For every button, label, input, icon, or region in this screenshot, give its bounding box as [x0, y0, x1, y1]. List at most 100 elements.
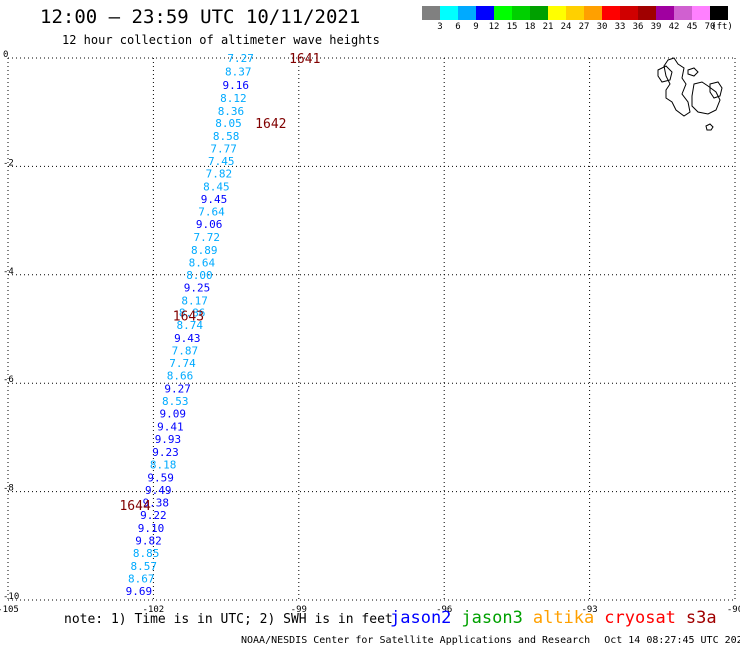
color-swatch [422, 6, 440, 20]
wave-height-label: 9.93 [155, 433, 182, 446]
satellite-legend: jason2 jason3 altika cryosat s3a [390, 608, 727, 628]
y-tick-label: 0 [3, 50, 8, 60]
color-swatch [458, 6, 476, 20]
color-swatch [692, 6, 710, 20]
pass-id-label: 1641 [289, 52, 320, 67]
wave-height-label: 9.25 [184, 281, 211, 294]
wave-height-label: 9.10 [138, 522, 165, 535]
color-swatch [602, 6, 620, 20]
galapagos-coastline [657, 57, 723, 131]
color-scale-tick: 30 [596, 22, 608, 32]
color-swatch [512, 6, 530, 20]
wave-height-label: 9.27 [164, 383, 191, 396]
y-tick-label: -2 [3, 158, 14, 168]
generated-timestamp: Oct 14 08:27:45 UTC 2021 [604, 635, 740, 646]
color-swatch [584, 6, 602, 20]
wave-height-label: 9.49 [145, 484, 172, 497]
color-swatch [674, 6, 692, 20]
wave-height-label: 8.58 [213, 130, 240, 143]
island-outline [657, 65, 673, 83]
wave-height-label: 7.74 [169, 357, 196, 370]
wave-height-label: 9.09 [160, 408, 187, 421]
wave-height-label: 8.05 [215, 117, 242, 130]
wave-height-label: 8.67 [128, 572, 155, 585]
color-scale-tick: 70 [704, 22, 716, 32]
wave-height-label: 9.23 [152, 446, 179, 459]
wave-height-label: 8.12 [220, 92, 247, 105]
map-subtitle: 12 hour collection of altimeter wave hei… [62, 33, 380, 47]
wave-height-label: 7.82 [206, 167, 233, 180]
wave-height-label: 8.37 [225, 66, 252, 79]
wave-height-label: 8.53 [162, 395, 189, 408]
color-swatch [440, 6, 458, 20]
wave-height-label: 9.45 [201, 193, 228, 206]
wave-height-label: 8.00 [186, 269, 213, 282]
wave-height-label: 9.41 [157, 421, 184, 434]
wave-height-label: 8.89 [191, 244, 218, 257]
wave-height-label: 9.16 [223, 79, 250, 92]
wave-height-label: 8.85 [133, 547, 160, 560]
island-outline [709, 81, 723, 99]
y-tick-label: -8 [3, 484, 14, 494]
credit-text: NOAA/NESDIS Center for Satellite Applica… [241, 635, 591, 646]
x-tick-label: -90 [727, 605, 740, 615]
wave-height-label: 8.18 [150, 459, 177, 472]
color-scale-unit: (ft) [711, 22, 733, 32]
color-scale-tick: 12 [488, 22, 500, 32]
color-scale-tick: 42 [668, 22, 680, 32]
color-scale-tick: 15 [506, 22, 518, 32]
wave-height-label: 9.38 [143, 496, 170, 509]
wave-height-label: 9.06 [196, 218, 223, 231]
x-tick-label: -93 [581, 605, 597, 615]
satellite-legend-item: cryosat [604, 608, 676, 628]
wave-height-label: 7.64 [198, 205, 225, 218]
color-swatch [494, 6, 512, 20]
y-tick-label: -4 [3, 267, 14, 277]
color-scale-tick: 33 [614, 22, 626, 32]
color-scale-tick: 21 [542, 22, 554, 32]
wave-height-label: 8.86 [179, 307, 206, 320]
color-swatch [476, 6, 494, 20]
lat-lon-grid [7, 57, 736, 601]
wave-height-label: 7.27 [227, 52, 254, 65]
color-scale-tick: 3 [437, 22, 443, 32]
x-tick-label: -105 [0, 605, 19, 615]
color-swatch [548, 6, 566, 20]
wave-height-label: 8.45 [203, 180, 230, 193]
color-scale-tick: 6 [455, 22, 461, 32]
wave-height-values: 7.278.379.168.128.368.058.587.777.457.82… [126, 52, 254, 598]
wave-height-label: 8.17 [181, 294, 208, 307]
satellite-legend-item: jason2 [390, 608, 452, 628]
satellite-legend-item: s3a [685, 608, 717, 628]
color-swatch [620, 6, 638, 20]
x-tick-label: -96 [436, 605, 452, 615]
color-scale-tick: 24 [560, 22, 572, 32]
y-tick-label: -10 [3, 592, 19, 602]
axis-tick-labels: -105 -102 -99 -96 -93 -90 0 -2 -4 -6 -8 -10 [0, 50, 740, 615]
credit-line: NOAA/NESDIS Center for Satellite Applica… [241, 635, 740, 646]
wave-height-label: 9.59 [147, 472, 174, 485]
island-outline [691, 81, 721, 115]
wave-height-label: 8.66 [167, 370, 194, 383]
wave-height-label: 8.36 [218, 105, 245, 118]
color-scale-tick: 9 [473, 22, 479, 32]
pass-id-label: 1643 [173, 309, 204, 324]
color-scale-bar [422, 6, 728, 20]
island-outline [687, 67, 699, 77]
color-scale-tick: 39 [650, 22, 662, 32]
pass-id-label: 1644 [119, 499, 150, 514]
wave-height-label: 7.45 [208, 155, 235, 168]
x-tick-label: -102 [143, 605, 165, 615]
island-outline [705, 123, 714, 131]
color-swatch [656, 6, 674, 20]
pass-id-label: 1642 [255, 117, 286, 132]
color-scale-tick: 18 [524, 22, 536, 32]
wave-height-label: 9.43 [174, 332, 201, 345]
wave-height-label: 7.72 [193, 231, 220, 244]
color-scale-tick: 36 [632, 22, 644, 32]
orbit-pass-labels: 1641 1642 1643 1644 [119, 52, 320, 514]
y-tick-label: -6 [3, 375, 14, 385]
wave-height-label: 8.64 [189, 256, 216, 269]
island-outline [663, 57, 691, 117]
